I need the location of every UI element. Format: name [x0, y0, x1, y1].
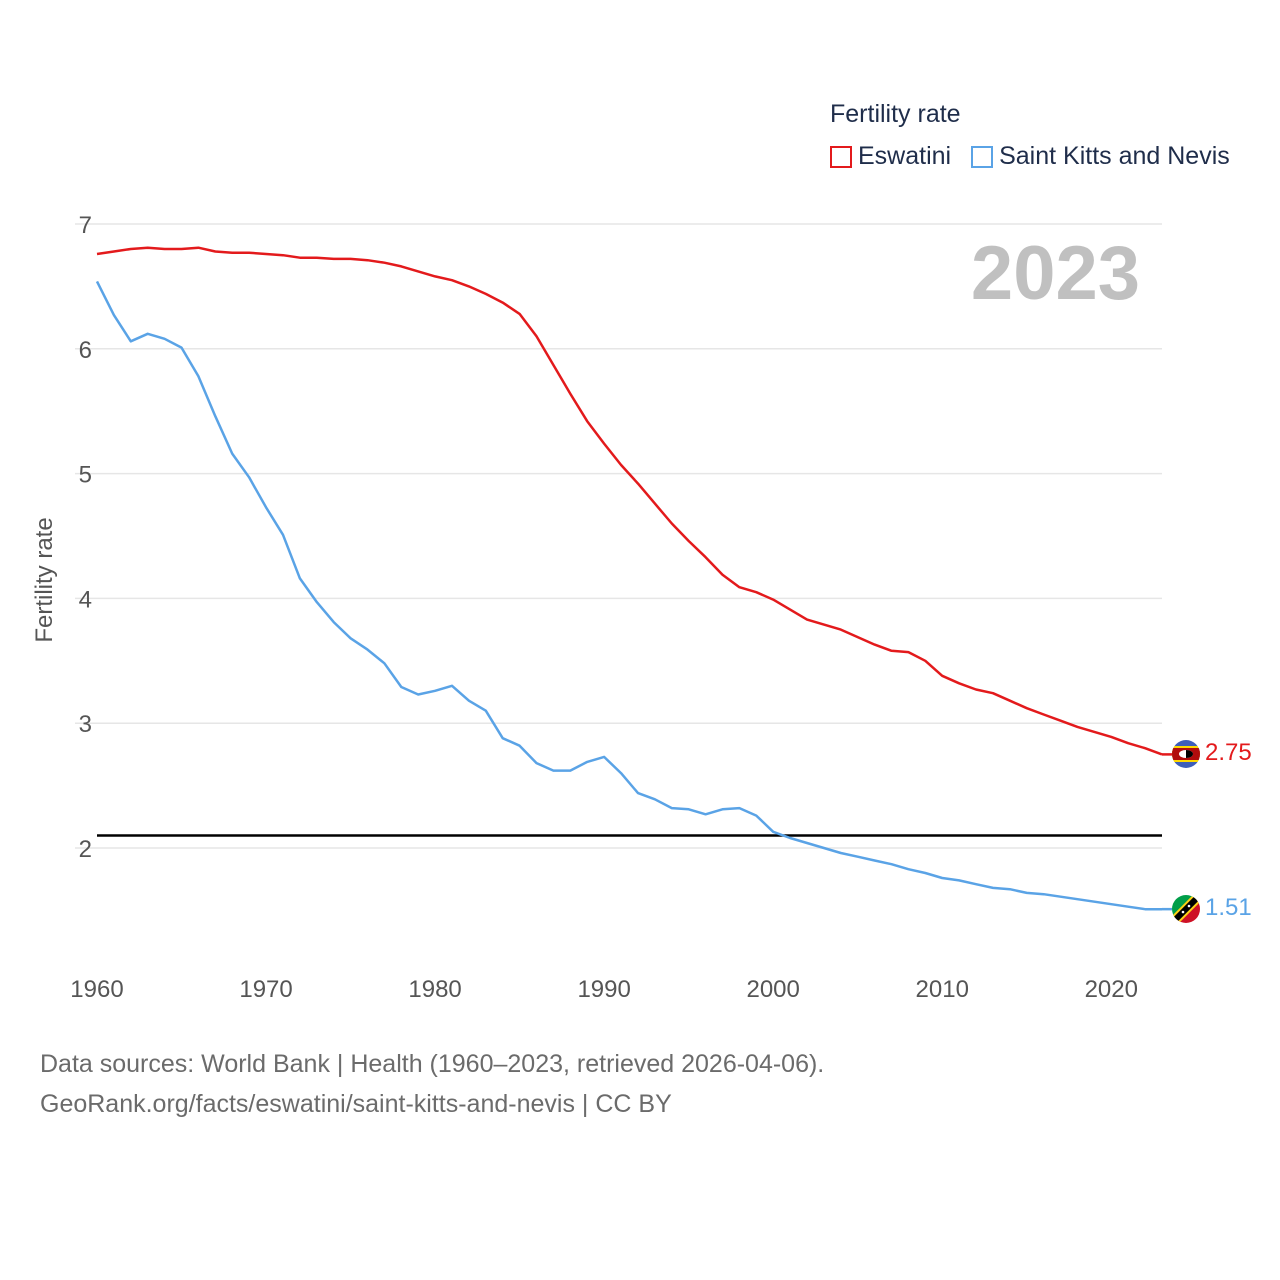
end-value-saint-kitts-and-nevis: 1.51 — [1205, 894, 1252, 922]
source-line-2: GeoRank.org/facts/eswatini/saint-kitts-a… — [40, 1090, 672, 1118]
legend-item-eswatini[interactable]: Eswatini — [830, 142, 951, 171]
y-tick-3: 3 — [79, 711, 92, 738]
x-tick-1960: 1960 — [70, 976, 123, 1003]
gridlines — [75, 223, 1162, 849]
y-tick-4: 4 — [79, 586, 92, 613]
x-tick-2020: 2020 — [1085, 976, 1138, 1003]
x-tick-1970: 1970 — [239, 976, 292, 1003]
x-tick-labels: 1960 1970 1980 1990 2000 2010 2020 — [70, 976, 1138, 1003]
y-tick-2: 2 — [79, 836, 92, 863]
x-tick-2010: 2010 — [916, 976, 969, 1003]
legend-swatch-saint-kitts-and-nevis — [971, 145, 994, 168]
legend: Eswatini Saint Kitts and Nevis — [830, 142, 1250, 171]
source-note: Data sources: World Bank | Health (1960–… — [40, 1044, 824, 1124]
source-line-1: Data sources: World Bank | Health (1960–… — [40, 1050, 825, 1078]
x-tick-2000: 2000 — [746, 976, 799, 1003]
series-line-eswatini — [96, 246, 1163, 756]
saint-kitts-and-nevis-flag-icon — [1172, 895, 1200, 924]
y-tick-labels: 2 3 4 5 6 7 — [79, 212, 92, 863]
legend-title: Fertility rate — [830, 100, 961, 128]
y-axis-label: Fertility rate — [31, 517, 58, 642]
eswatini-flag-icon — [1172, 740, 1200, 769]
year-label: 2023 — [970, 231, 1140, 316]
series-lines — [95, 246, 1172, 911]
end-value-eswatini: 2.75 — [1205, 739, 1252, 767]
y-tick-7: 7 — [79, 212, 92, 239]
legend-label-eswatini: Eswatini — [858, 142, 952, 170]
legend-swatch-eswatini — [830, 145, 852, 168]
x-tick-1990: 1990 — [577, 976, 630, 1003]
legend-label-saint-kitts-and-nevis: Saint Kitts and Nevis — [999, 142, 1230, 170]
y-tick-6: 6 — [79, 337, 92, 364]
y-tick-5: 5 — [79, 462, 92, 489]
x-tick-1980: 1980 — [408, 976, 461, 1003]
series-line-saint-kitts-and-nevis — [95, 280, 1162, 911]
legend-item-saint-kitts-and-nevis[interactable]: Saint Kitts and Nevis — [971, 142, 1230, 171]
